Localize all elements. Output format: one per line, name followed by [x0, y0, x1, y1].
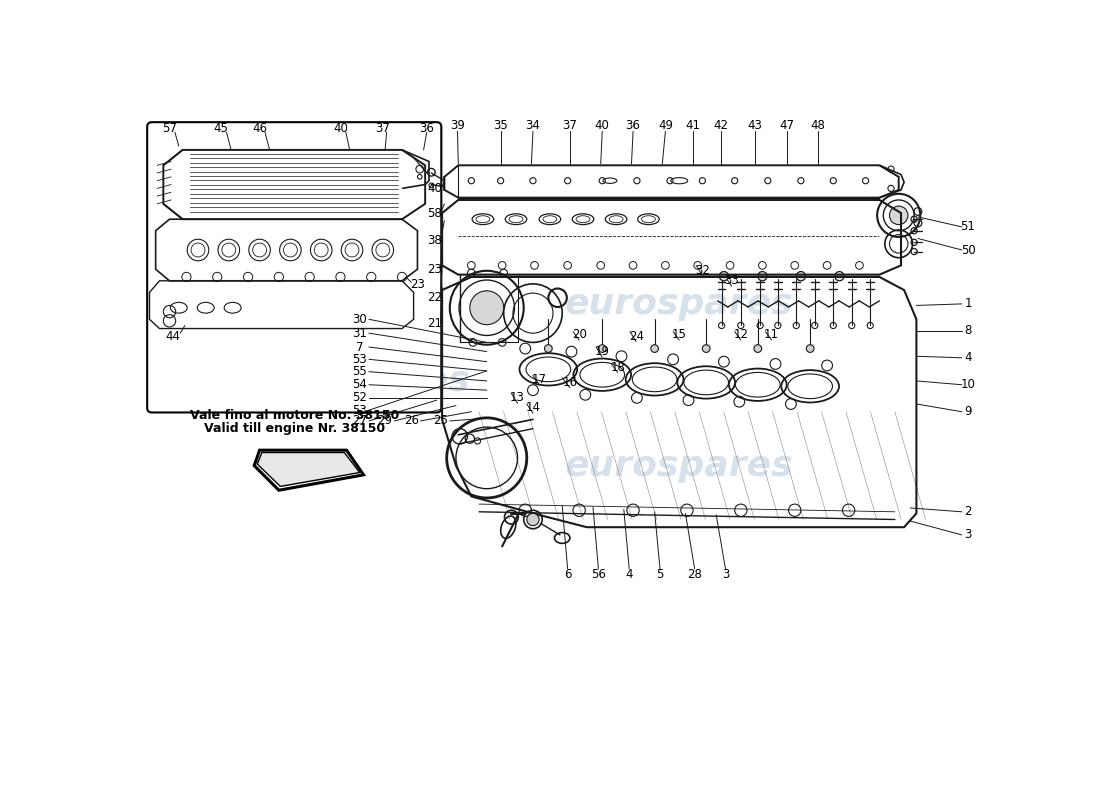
Text: 23: 23: [410, 278, 425, 291]
Text: 4: 4: [965, 351, 971, 364]
Text: 28: 28: [688, 569, 702, 582]
Text: 38: 38: [427, 234, 442, 247]
Text: 29: 29: [377, 414, 393, 427]
Text: 17: 17: [531, 373, 547, 386]
Text: 18: 18: [610, 361, 625, 374]
Text: 53: 53: [352, 353, 367, 366]
Text: 21: 21: [427, 318, 442, 330]
Text: 9: 9: [965, 405, 971, 418]
Text: 34: 34: [526, 118, 540, 132]
Text: 8: 8: [965, 324, 971, 338]
Text: 47: 47: [780, 118, 794, 132]
Text: 37: 37: [375, 122, 390, 135]
Text: 22: 22: [427, 291, 442, 304]
Circle shape: [719, 271, 728, 281]
Circle shape: [754, 345, 761, 353]
Circle shape: [890, 206, 908, 225]
Text: 50: 50: [960, 243, 976, 257]
Text: 57: 57: [162, 122, 177, 135]
Text: eurospares: eurospares: [565, 449, 793, 482]
Text: 40: 40: [333, 122, 348, 135]
Text: 53: 53: [352, 404, 367, 417]
Text: 3: 3: [965, 529, 971, 542]
Text: eurospares: eurospares: [565, 287, 793, 321]
Text: 32: 32: [695, 263, 710, 277]
Text: 49: 49: [658, 118, 673, 132]
Text: 35: 35: [493, 118, 508, 132]
Text: 55: 55: [352, 365, 367, 378]
Text: 46: 46: [252, 122, 267, 135]
Text: 41: 41: [685, 118, 701, 132]
Circle shape: [651, 345, 659, 353]
Text: 42: 42: [713, 118, 728, 132]
Text: 36: 36: [419, 122, 435, 135]
Circle shape: [835, 271, 844, 281]
Text: Valid till engine Nr. 38150: Valid till engine Nr. 38150: [204, 422, 385, 435]
Text: 36: 36: [626, 118, 640, 132]
Text: 31: 31: [352, 326, 367, 340]
Circle shape: [758, 271, 767, 281]
Text: 15: 15: [672, 328, 686, 341]
Polygon shape: [257, 453, 360, 486]
Circle shape: [544, 345, 552, 353]
Text: 26: 26: [404, 414, 419, 427]
Text: 19: 19: [595, 345, 609, 358]
Text: 44: 44: [166, 330, 180, 342]
Text: 5: 5: [657, 569, 663, 582]
Text: eurospares: eurospares: [242, 364, 470, 398]
Circle shape: [806, 345, 814, 353]
FancyBboxPatch shape: [147, 122, 441, 413]
Text: 37: 37: [562, 118, 578, 132]
Text: 16: 16: [562, 376, 578, 389]
Text: 54: 54: [352, 378, 367, 391]
Text: 25: 25: [433, 414, 448, 427]
Text: 14: 14: [526, 402, 540, 414]
Text: 40: 40: [427, 182, 442, 195]
Circle shape: [527, 514, 539, 526]
Text: 30: 30: [352, 313, 367, 326]
Text: 12: 12: [734, 328, 748, 341]
Text: 7: 7: [356, 341, 363, 354]
Text: 10: 10: [960, 378, 976, 391]
Text: 51: 51: [960, 220, 976, 234]
Text: 24: 24: [628, 330, 643, 342]
Circle shape: [470, 291, 504, 325]
Text: 33: 33: [724, 274, 739, 287]
Text: 39: 39: [450, 118, 465, 132]
Text: 56: 56: [591, 569, 606, 582]
Text: 4: 4: [626, 569, 632, 582]
Text: 40: 40: [595, 118, 609, 132]
Circle shape: [796, 271, 805, 281]
Circle shape: [598, 345, 606, 353]
Polygon shape: [254, 450, 363, 490]
Text: 11: 11: [764, 328, 779, 341]
Text: 6: 6: [564, 569, 571, 582]
Text: 13: 13: [510, 391, 525, 404]
Text: 2: 2: [965, 506, 971, 518]
Text: 20: 20: [572, 328, 586, 341]
Text: 23: 23: [427, 262, 442, 276]
Text: Vale fino al motore No. 38150: Vale fino al motore No. 38150: [189, 409, 399, 422]
Text: 3: 3: [722, 569, 729, 582]
Circle shape: [703, 345, 711, 353]
Text: 48: 48: [811, 118, 825, 132]
Text: 27: 27: [352, 414, 367, 427]
Text: 52: 52: [352, 391, 367, 404]
Text: 45: 45: [213, 122, 229, 135]
Text: 43: 43: [747, 118, 762, 132]
Text: 58: 58: [427, 206, 442, 219]
Text: 1: 1: [965, 298, 971, 310]
